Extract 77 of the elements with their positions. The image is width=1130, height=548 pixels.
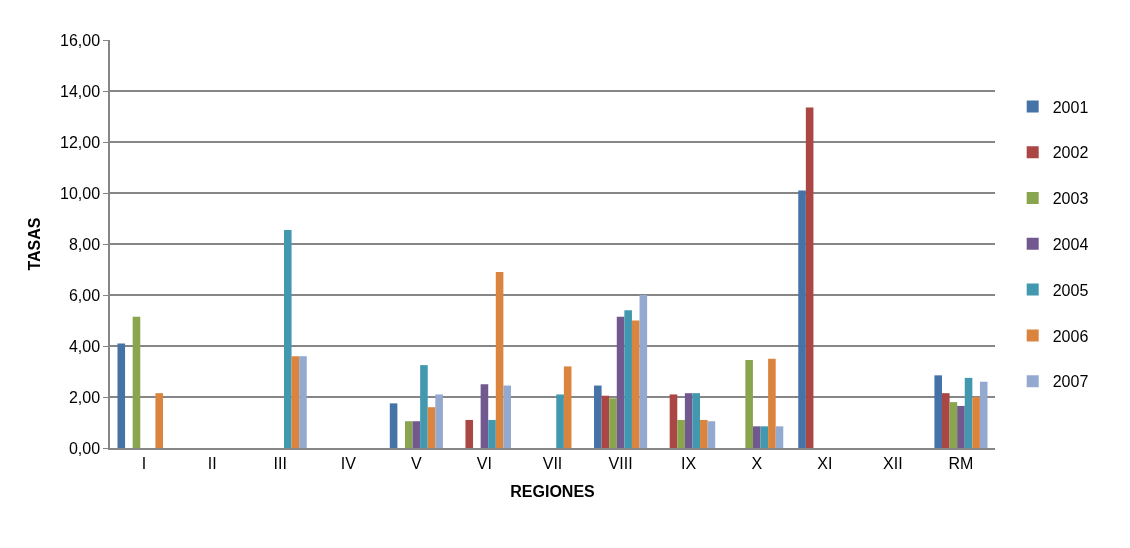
x-tick-label: V (411, 454, 423, 472)
bar (669, 394, 678, 448)
bar (707, 421, 716, 448)
bar (677, 419, 685, 448)
x-tick-label: XI (817, 454, 833, 472)
bar (752, 426, 761, 448)
bar (299, 356, 307, 448)
bar (631, 320, 640, 448)
bar (934, 375, 942, 448)
bar (427, 407, 436, 448)
x-tick-label: IV (340, 454, 357, 472)
bar (495, 272, 504, 448)
y-tick-label: 6,00 (68, 286, 101, 304)
x-tick-label: III (273, 454, 287, 472)
y-axis-title: TASAS (26, 217, 44, 271)
x-tick-label: RM (948, 454, 974, 472)
x-tick-label: IX (681, 454, 697, 472)
bar (609, 398, 617, 448)
x-tick-label: VIII (608, 454, 633, 472)
bar (616, 316, 625, 448)
bar (404, 421, 413, 448)
bar (465, 419, 474, 448)
x-tick-label: X (751, 454, 763, 472)
x-tick-label: II (207, 454, 217, 472)
bar (132, 316, 141, 448)
y-tick-label: 12,00 (60, 133, 101, 151)
bar (775, 426, 784, 448)
legend-label: 2002 (1052, 144, 1089, 162)
bar (488, 419, 496, 448)
y-tick-label: 8,00 (68, 235, 101, 253)
bar (601, 395, 610, 448)
bar (420, 365, 428, 448)
bar (435, 394, 443, 448)
bar (117, 343, 126, 448)
bar (745, 360, 753, 448)
legend-label: 2005 (1052, 281, 1089, 299)
y-tick-label: 10,00 (60, 184, 101, 202)
legend-label: 2001 (1052, 98, 1089, 116)
x-tick-label: XII (883, 454, 903, 472)
bar (412, 421, 421, 448)
bar (760, 426, 769, 448)
legend-label: 2003 (1052, 190, 1089, 208)
bar (480, 384, 489, 448)
bar (624, 310, 632, 448)
bar (798, 190, 806, 448)
bar (768, 358, 776, 448)
x-axis-title: REGIONES (510, 483, 596, 501)
bar (957, 405, 965, 448)
legend-label: 2007 (1052, 373, 1089, 391)
x-tick-label: I (141, 454, 147, 472)
legend-label: 2004 (1052, 236, 1089, 254)
bar (964, 377, 973, 448)
bar (291, 356, 300, 448)
bar (979, 381, 988, 448)
bar (639, 295, 648, 448)
y-tick-label: 16,00 (60, 31, 101, 49)
y-tick-label: 14,00 (60, 82, 101, 100)
bar (684, 393, 693, 448)
bar (389, 403, 398, 448)
bar (155, 393, 163, 448)
y-tick-label: 4,00 (68, 337, 101, 355)
bar (556, 394, 564, 448)
x-tick-label: VI (476, 454, 492, 472)
bar (563, 366, 572, 448)
bar (942, 393, 950, 448)
y-tick-label: 2,00 (68, 388, 101, 406)
bar (594, 385, 602, 448)
bar (692, 393, 701, 448)
legend-label: 2006 (1052, 327, 1089, 345)
x-tick-label: VII (542, 454, 563, 472)
bar (805, 107, 814, 448)
bar (283, 229, 292, 448)
bar (700, 419, 708, 448)
bar (972, 397, 980, 448)
y-tick-label: 0,00 (68, 439, 101, 457)
bar (949, 402, 958, 448)
bar (503, 385, 511, 448)
